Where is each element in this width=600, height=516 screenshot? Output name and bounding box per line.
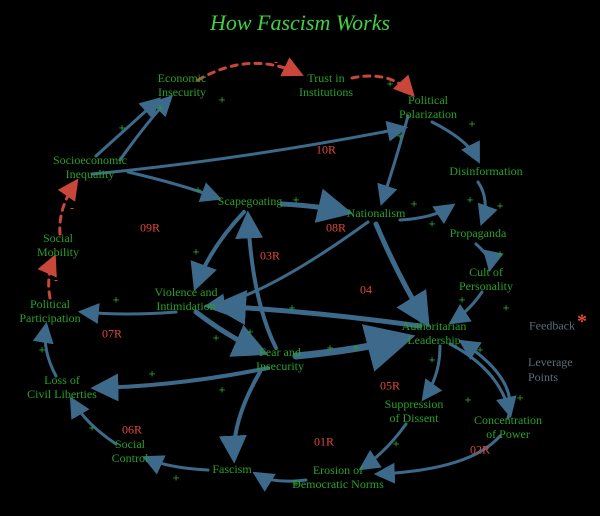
edge	[198, 63, 300, 80]
edge	[92, 128, 404, 174]
sign-plus: +	[397, 129, 404, 144]
sign-plus: +	[219, 383, 226, 398]
sign-plus: +	[411, 197, 418, 212]
node-fascism: Fascism	[212, 463, 251, 477]
loop-l04: 04	[360, 283, 372, 298]
sign-plus: +	[289, 301, 296, 316]
loop-l07: 07R	[102, 327, 122, 342]
sign-plus: +	[219, 93, 226, 108]
sign-plus: +	[387, 77, 394, 92]
loop-l05: 05R	[380, 379, 400, 394]
sign-minus: -	[54, 273, 58, 288]
sign-minus: -	[274, 55, 278, 70]
edge	[478, 182, 485, 222]
edge	[234, 372, 260, 458]
node-scape: Scapegoating	[218, 195, 283, 209]
diagram-title: How Fascism Works	[0, 10, 600, 36]
loop-l10: 10R	[316, 143, 336, 158]
sign-plus: +	[213, 331, 220, 346]
diagram-stage: { "canvas":{"w":600,"h":516,"bg":"#00000…	[0, 0, 600, 516]
node-trust: Trust in Institutions	[299, 72, 353, 100]
sign-plus: +	[39, 343, 46, 358]
loop-l03: 03R	[260, 249, 280, 264]
edge	[45, 326, 56, 376]
node-cult: Cult of Personality	[459, 266, 513, 294]
sign-plus: +	[293, 193, 300, 208]
sign-plus: +	[89, 421, 96, 436]
node-lever: Leverage Points	[528, 355, 576, 385]
loop-l09: 09R	[140, 221, 160, 236]
node-conc: Concentration of Power	[474, 414, 542, 442]
sign-plus: +	[157, 101, 164, 116]
sign-plus: +	[173, 471, 180, 486]
sign-plus: +	[393, 437, 400, 452]
sign-plus: +	[469, 117, 476, 132]
sign-plus: +	[353, 341, 360, 356]
sign-plus: +	[327, 341, 334, 356]
sign-plus: +	[429, 217, 436, 232]
sign-plus: +	[497, 199, 504, 214]
loop-l02: 02R	[470, 443, 490, 458]
sign-plus: +	[497, 247, 504, 262]
sign-plus: +	[193, 245, 200, 260]
node-loss: Loss of Civil Liberties	[27, 374, 97, 402]
edge	[146, 458, 208, 470]
node-viol: Violence and Intimidation	[155, 286, 218, 314]
node-supp: Suppression of Dissent	[385, 398, 444, 426]
sign-plus: +	[503, 301, 510, 316]
edge	[96, 100, 158, 156]
node-disinfo: Disinformation	[449, 165, 522, 179]
edge	[352, 76, 412, 94]
sign-plus: +	[465, 393, 472, 408]
edge	[452, 292, 482, 322]
edge	[382, 116, 408, 202]
edge	[196, 212, 244, 286]
node-socio: Socioeconomic Inequality	[53, 154, 127, 182]
node-feedback: Feedback	[529, 319, 575, 334]
edge	[296, 338, 406, 356]
sign-plus: +	[429, 353, 436, 368]
edge	[128, 172, 218, 198]
sign-plus: +	[477, 343, 484, 358]
sign-plus: +	[195, 183, 202, 198]
sign-minus: -	[70, 201, 74, 216]
node-nation: Nationalism	[347, 207, 406, 221]
edge	[218, 306, 420, 326]
sign-plus: +	[113, 293, 120, 308]
node-propa: Propaganda	[450, 227, 507, 241]
node-polar: Political Polarization	[399, 94, 457, 122]
sign-plus: +	[467, 193, 474, 208]
sign-plus: +	[293, 477, 300, 492]
node-eros: Erosion of Democratic Norms	[292, 464, 384, 492]
sign-plus: +	[149, 367, 156, 382]
sign-plus: +	[119, 121, 126, 136]
loop-l06: 06R	[122, 423, 142, 438]
loop-l08: 08R	[326, 221, 346, 236]
node-mobil: Social Mobility	[37, 232, 79, 260]
edge	[96, 368, 268, 388]
sign-plus: +	[517, 391, 524, 406]
asterisk: *	[577, 311, 587, 334]
node-econ: Economic Insecurity	[158, 72, 207, 100]
node-fear: Fear and Insecurity	[256, 346, 304, 374]
node-socctrl: Social Control	[112, 438, 149, 466]
edge	[376, 224, 426, 322]
loop-l01: 01R	[314, 435, 334, 450]
node-auth: Authoritarian Leadership	[402, 320, 467, 348]
sign-plus: +	[459, 293, 466, 308]
node-polpart: Political Participation	[19, 298, 80, 326]
sign-plus: +	[247, 325, 254, 340]
edge	[400, 206, 452, 220]
